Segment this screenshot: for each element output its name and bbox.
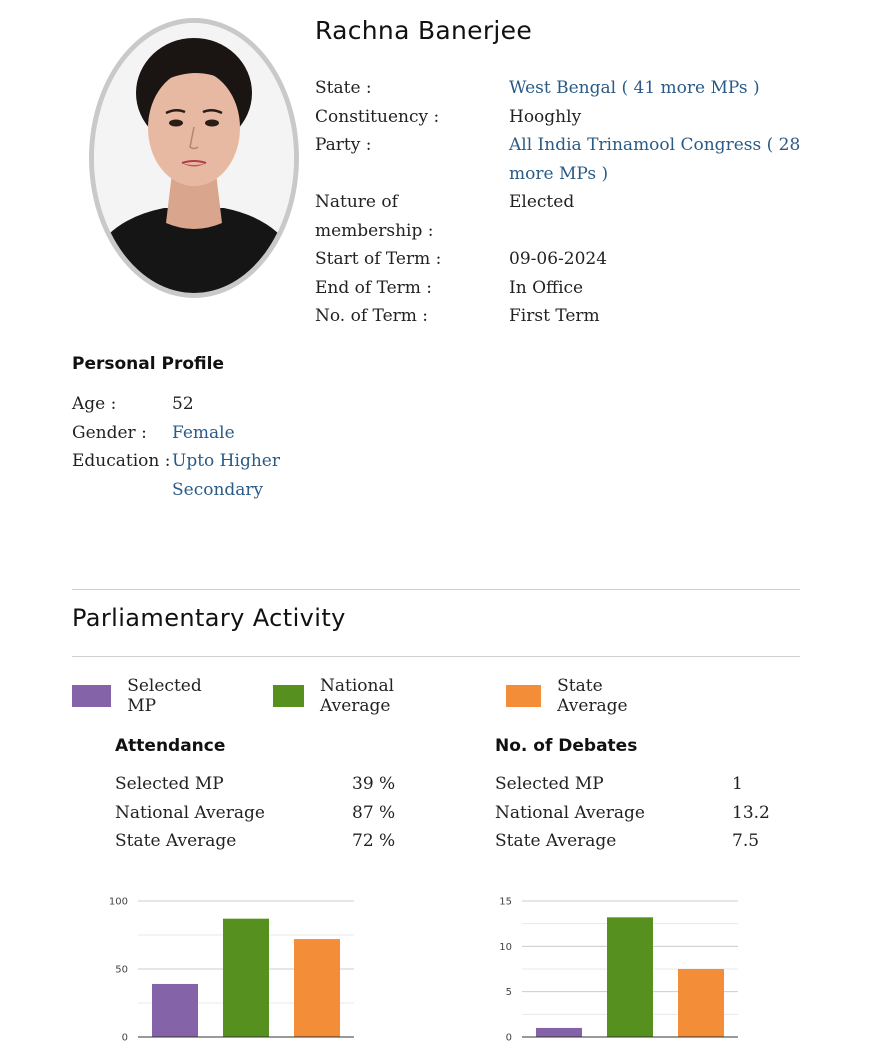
attendance-title: Attendance — [115, 736, 226, 756]
legend-swatch-selected-mp — [72, 685, 112, 707]
constituency-label: Constituency : — [315, 106, 440, 127]
mp-name: Rachna Banerjee — [315, 16, 533, 45]
debates-stats: No. of Debates Selected MP 1 National Av… — [495, 736, 770, 856]
portrait-image — [94, 23, 294, 293]
start-term-label: Start of Term : — [315, 249, 442, 269]
attendance-bar-national-average[interactable] — [223, 918, 269, 1037]
legend-label-selected-mp: Selected MP — [127, 676, 202, 716]
age-value: 52 — [172, 394, 194, 414]
no-of-term-label: No. of Term : — [315, 306, 429, 326]
debates-row-value: 13.2 — [732, 802, 770, 823]
attendance-y-tick-label: 100 — [109, 897, 128, 908]
debates-chart: 0 5 10 15 — [484, 890, 744, 1054]
mp-photo — [89, 18, 299, 298]
debates-y-tick-label: 5 — [506, 987, 512, 998]
attendance-row-value: 87 % — [352, 802, 396, 823]
personal-profile-table: Age : 52 Gender : Female Education : Upt… — [72, 390, 292, 504]
detail-row-state: State : West Bengal ( 41 more MPs ) — [315, 74, 815, 103]
legend-swatch-state-average — [506, 685, 542, 707]
section-divider-bottom — [72, 656, 800, 657]
personal-profile-heading: Personal Profile — [72, 354, 224, 374]
detail-row-party: Party : All India Trinamool Congress ( 2… — [315, 131, 815, 188]
debates-row-label: Selected MP — [495, 774, 604, 794]
state-link[interactable]: West Bengal ( 41 more MPs ) — [509, 78, 760, 98]
attendance-y-tick-label: 50 — [115, 965, 128, 976]
detail-row-end-term: End of Term : In Office — [315, 274, 815, 303]
legend-label-state-average: State Average — [557, 676, 628, 716]
end-term-label: End of Term : — [315, 277, 433, 298]
gender-label: Gender : — [72, 422, 147, 443]
attendance-y-tick-label: 0 — [122, 1033, 128, 1044]
debates-title: No. of Debates — [495, 736, 638, 756]
attendance-row: National Average 87 % — [115, 799, 395, 828]
attendance-stats: Attendance Selected MP 39 % National Ave… — [115, 736, 395, 856]
party-link[interactable]: All India Trinamool Congress ( 28 more M… — [509, 135, 801, 184]
attendance-row-label: National Average — [115, 802, 265, 823]
start-term-value: 09-06-2024 — [509, 249, 608, 269]
age-label: Age : — [72, 394, 117, 414]
attendance-row-value: 39 % — [352, 774, 396, 794]
debates-y-tick-label: 10 — [499, 942, 512, 953]
legend-swatch-national-average — [273, 685, 305, 707]
no-of-term-value: First Term — [509, 306, 600, 326]
attendance-chart: 0 50 100 — [100, 890, 360, 1054]
detail-row-start-term: Start of Term : 09-06-2024 — [315, 245, 815, 274]
attendance-row: State Average 72 % — [115, 827, 395, 856]
parliamentary-activity-heading: Parliamentary Activity — [72, 604, 346, 632]
legend-item-selected-mp: Selected MP — [72, 676, 213, 716]
debates-row: State Average 7.5 — [495, 827, 770, 856]
debates-row-value: 7.5 — [732, 831, 760, 851]
end-term-value: In Office — [509, 277, 584, 298]
section-divider-top — [72, 589, 800, 590]
mp-photo-frame — [89, 18, 299, 298]
debates-bar-selected-mp[interactable] — [536, 1027, 582, 1037]
education-link[interactable]: Upto Higher Secondary — [172, 451, 280, 500]
attendance-row: Selected MP 39 % — [115, 770, 395, 799]
gender-row: Gender : Female — [72, 419, 292, 448]
debates-row: National Average 13.2 — [495, 799, 770, 828]
attendance-chart-svg: 0 50 100 — [109, 897, 354, 1044]
attendance-row-value: 72 % — [352, 831, 396, 851]
legend-label-national-average: National Average — [320, 676, 395, 716]
debates-y-tick-label: 15 — [499, 897, 512, 908]
legend-item-state-average: State Average — [506, 676, 642, 716]
debates-y-tick-label: 0 — [506, 1033, 512, 1044]
education-label: Education : — [72, 451, 171, 471]
mp-details: State : West Bengal ( 41 more MPs ) Cons… — [315, 74, 815, 331]
legend-item-national-average: National Average — [273, 676, 413, 716]
debates-row: Selected MP 1 — [495, 770, 770, 799]
detail-row-membership: Nature of membership : Elected — [315, 188, 815, 245]
debates-bar-state-average[interactable] — [678, 969, 724, 1037]
debates-row-label: National Average — [495, 802, 645, 823]
detail-row-no-of-term: No. of Term : First Term — [315, 302, 815, 331]
education-row: Education : Upto Higher Secondary — [72, 447, 292, 504]
attendance-bar-selected-mp[interactable] — [152, 983, 198, 1037]
debates-chart-svg: 0 5 10 15 — [499, 897, 738, 1044]
party-label: Party : — [315, 135, 372, 155]
debates-bar-national-average[interactable] — [607, 917, 653, 1037]
gender-link[interactable]: Female — [172, 422, 235, 443]
detail-row-constituency: Constituency : Hooghly — [315, 103, 815, 132]
membership-value: Elected — [509, 192, 575, 212]
attendance-row-label: Selected MP — [115, 774, 224, 794]
debates-row-label: State Average — [495, 831, 617, 851]
membership-label: Nature of membership : — [315, 192, 434, 241]
attendance-row-label: State Average — [115, 831, 237, 851]
state-label: State : — [315, 78, 372, 98]
debates-row-value: 1 — [732, 774, 743, 794]
attendance-bar-state-average[interactable] — [294, 939, 340, 1037]
constituency-value: Hooghly — [509, 106, 582, 127]
age-row: Age : 52 — [72, 390, 292, 419]
